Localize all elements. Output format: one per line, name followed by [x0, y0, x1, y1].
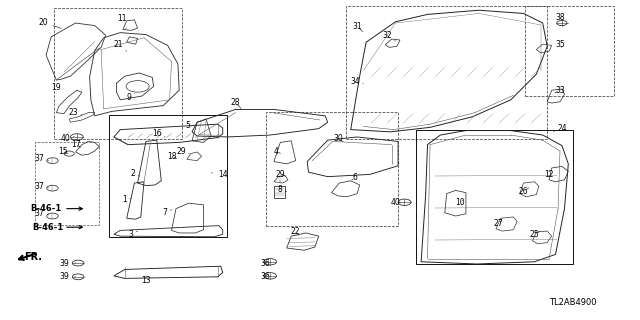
Bar: [416, 130, 573, 264]
Text: 21: 21: [114, 40, 127, 51]
Bar: [54, 8, 182, 139]
Text: 16: 16: [152, 129, 165, 138]
Text: 8: 8: [278, 185, 287, 194]
Text: 11: 11: [117, 14, 126, 29]
Text: 12: 12: [545, 170, 554, 179]
Text: 14: 14: [211, 170, 228, 179]
Text: 37: 37: [35, 154, 49, 163]
Text: 33: 33: [555, 86, 565, 95]
Text: 24: 24: [554, 124, 567, 133]
Text: 36: 36: [260, 272, 271, 281]
Text: 6: 6: [352, 173, 358, 182]
Text: 34: 34: [350, 77, 364, 86]
Text: 5: 5: [185, 121, 196, 130]
Text: B-46-1: B-46-1: [31, 204, 61, 213]
Text: 2: 2: [131, 169, 140, 178]
Text: 4: 4: [274, 147, 280, 156]
Text: 25: 25: [529, 230, 540, 239]
Bar: [109, 115, 227, 237]
Text: 37: 37: [35, 209, 49, 218]
Text: 32: 32: [382, 31, 396, 41]
Text: 30: 30: [333, 134, 343, 143]
Bar: [525, 6, 614, 96]
Text: 38: 38: [555, 13, 565, 22]
Text: 10: 10: [454, 198, 465, 207]
Text: 18: 18: [167, 152, 177, 161]
Text: 27: 27: [493, 219, 503, 228]
Bar: [35, 142, 99, 225]
Text: 39: 39: [59, 272, 76, 281]
Text: 28: 28: [231, 98, 241, 108]
Text: 26: 26: [518, 187, 529, 196]
Text: 19: 19: [51, 83, 64, 92]
Text: 9: 9: [127, 93, 134, 102]
Text: 3: 3: [129, 230, 138, 239]
Text: 39: 39: [59, 259, 76, 268]
Text: 29: 29: [176, 147, 189, 156]
Text: 20: 20: [38, 18, 61, 28]
Text: 17: 17: [70, 140, 81, 149]
Text: 23: 23: [68, 108, 82, 117]
Text: 22: 22: [291, 228, 300, 236]
Text: 40: 40: [390, 198, 401, 207]
Text: 13: 13: [141, 276, 151, 285]
Text: FR.: FR.: [24, 252, 42, 262]
Text: 29: 29: [275, 170, 285, 179]
Text: 35: 35: [555, 40, 565, 49]
Text: 40: 40: [61, 134, 74, 143]
Bar: [346, 6, 547, 139]
Text: 15: 15: [58, 147, 68, 156]
Bar: [266, 112, 398, 226]
Text: 7: 7: [163, 208, 172, 217]
Text: 36: 36: [260, 259, 271, 268]
Text: 31: 31: [352, 22, 362, 32]
Text: 37: 37: [35, 182, 49, 191]
Text: TL2AB4900: TL2AB4900: [549, 298, 596, 307]
Text: B-46-1: B-46-1: [33, 223, 63, 232]
Text: 1: 1: [122, 195, 131, 204]
